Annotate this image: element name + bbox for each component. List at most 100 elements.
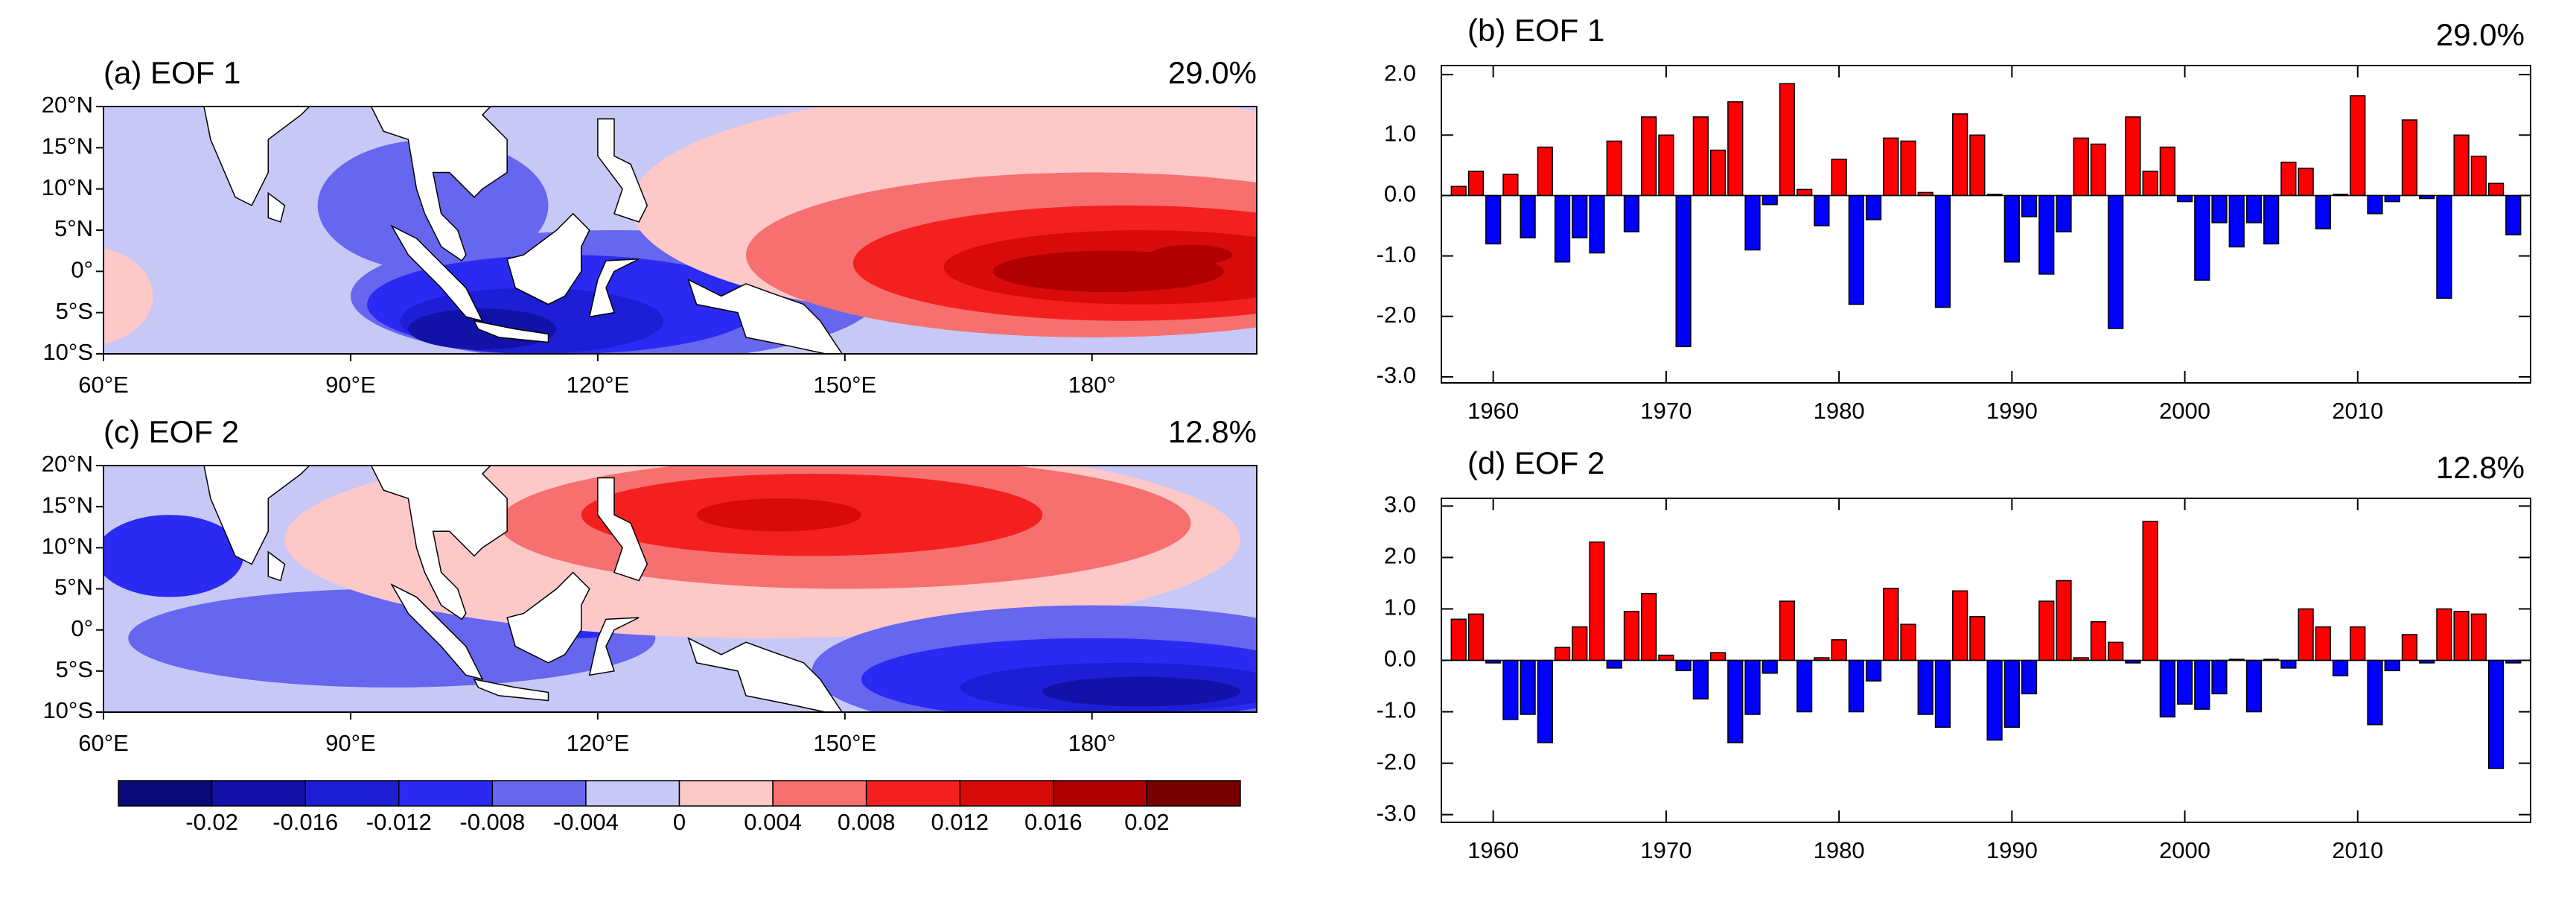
bar	[1762, 659, 1778, 674]
colorbar-box	[491, 780, 587, 807]
x-tick-label: 1960	[1467, 837, 1519, 863]
panel-title: (a) EOF 1	[103, 55, 240, 90]
y-tick-label: 2.0	[1384, 60, 1416, 86]
y-tick-label: 2.0	[1384, 543, 1416, 569]
bar	[2194, 659, 2210, 710]
bar	[2453, 134, 2470, 197]
colorbar-box	[959, 780, 1054, 807]
x-tick-label: 90°E	[325, 730, 376, 756]
x-tick-label: 150°E	[813, 730, 876, 756]
colorbar-box	[211, 780, 306, 807]
colorbar-label: 0.012	[931, 809, 989, 835]
bar	[1450, 185, 1467, 197]
bar	[2298, 608, 2314, 661]
colorbar-box	[865, 780, 960, 807]
colorbar-box	[398, 780, 494, 807]
bar	[2090, 143, 2107, 197]
y-tick-label: 10°N	[42, 174, 93, 200]
bar	[1796, 659, 1813, 713]
land	[390, 583, 484, 680]
y-tick-label: 5°S	[56, 656, 93, 682]
bar	[2315, 194, 2331, 229]
map-field	[103, 107, 1257, 370]
colorbar-box	[1053, 780, 1148, 807]
x-tick-label: 2000	[2159, 837, 2210, 863]
bar	[1450, 618, 1467, 661]
panel-title: (b) EOF 1	[1467, 13, 1604, 48]
bar	[1554, 647, 1571, 661]
bar	[2401, 119, 2418, 197]
bar	[2038, 600, 2055, 661]
colorbar-box	[585, 780, 680, 807]
bar	[2487, 659, 2505, 769]
bar	[1589, 194, 1605, 254]
colorbar-box	[1146, 780, 1241, 807]
bar	[1831, 639, 1847, 661]
bar	[2280, 659, 2297, 669]
bar	[1865, 194, 1882, 220]
bar	[2401, 634, 2418, 661]
bar	[2142, 521, 2158, 661]
bar	[1502, 174, 1519, 197]
bar	[1589, 541, 1605, 661]
bar	[1572, 626, 1588, 661]
x-tick-label: 180°	[1068, 730, 1116, 756]
panel-title: (d) EOF 2	[1467, 445, 1604, 480]
bar	[2108, 194, 2124, 329]
bar	[2159, 659, 2175, 718]
bar	[2194, 194, 2210, 281]
bar	[2021, 659, 2038, 695]
land	[588, 258, 640, 318]
bar	[2003, 194, 2020, 263]
bar	[2245, 194, 2263, 223]
y-tick-label: -1.0	[1377, 697, 1416, 723]
bar	[2176, 194, 2193, 203]
bar	[1796, 188, 1813, 197]
bar	[2332, 659, 2349, 676]
bar	[1934, 194, 1951, 308]
land	[588, 617, 640, 676]
colorbar-label: -0.012	[366, 809, 432, 835]
bar	[1969, 616, 1986, 661]
bar	[1865, 659, 1882, 682]
colorbar-label: -0.004	[553, 809, 619, 835]
bar	[1848, 194, 1864, 305]
colorbar-label: -0.02	[185, 809, 238, 835]
x-tick-label: 1990	[1986, 837, 2038, 863]
bar	[1572, 194, 1588, 239]
bar	[1848, 659, 1864, 713]
x-tick-label: 60°E	[78, 730, 129, 756]
colorbar-label: 0.008	[838, 809, 896, 835]
bar	[1883, 588, 1899, 661]
bar	[1900, 140, 1916, 197]
bar	[1692, 659, 1709, 700]
bar	[1744, 194, 1761, 251]
land	[370, 107, 508, 261]
bar	[1467, 171, 1485, 197]
explained-variance: 29.0%	[1168, 55, 1257, 90]
map-field	[103, 466, 1257, 712]
bar	[2367, 659, 2383, 726]
bar	[1485, 194, 1502, 245]
bar	[2470, 613, 2487, 661]
bar	[1952, 590, 1968, 661]
bar	[1520, 194, 1536, 239]
bar	[1779, 600, 1796, 661]
y-tick-label: 5°N	[54, 215, 93, 241]
land	[267, 550, 286, 582]
x-tick-label: 1980	[1814, 837, 1865, 863]
bar	[2211, 194, 2228, 223]
land	[672, 360, 787, 370]
y-tick-label: 5°N	[54, 574, 93, 600]
bar	[2436, 608, 2452, 661]
contour-region	[1042, 676, 1240, 707]
y-tick-label: 20°N	[42, 451, 93, 477]
land	[597, 477, 648, 582]
land	[687, 278, 843, 354]
land	[203, 107, 310, 206]
explained-variance: 12.8%	[1168, 414, 1257, 449]
y-tick-label: -3.0	[1377, 800, 1416, 826]
bar	[2384, 194, 2400, 203]
land	[506, 571, 590, 664]
bar	[1623, 194, 1640, 232]
